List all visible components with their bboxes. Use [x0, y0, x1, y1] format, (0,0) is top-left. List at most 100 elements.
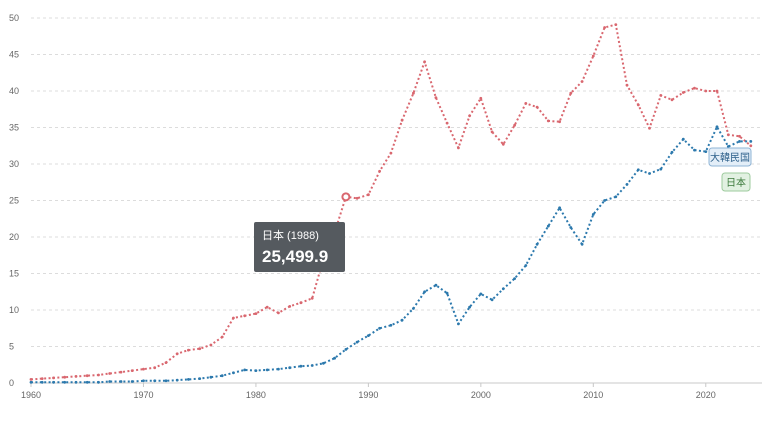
data-point[interactable]	[569, 226, 573, 229]
data-point[interactable]	[164, 361, 168, 364]
data-point[interactable]	[524, 102, 528, 105]
data-point[interactable]	[153, 379, 157, 383]
data-point[interactable]	[40, 377, 44, 380]
data-point[interactable]	[119, 370, 123, 374]
data-point[interactable]	[310, 296, 314, 300]
data-point[interactable]	[142, 367, 145, 371]
data-point[interactable]	[400, 118, 404, 122]
data-point[interactable]	[367, 193, 370, 197]
data-point[interactable]	[457, 146, 460, 150]
data-point[interactable]	[198, 347, 202, 351]
data-point[interactable]	[378, 326, 381, 330]
data-point[interactable]	[636, 168, 640, 172]
data-point[interactable]	[501, 287, 505, 291]
data-point[interactable]	[277, 367, 280, 371]
data-point[interactable]	[175, 352, 179, 356]
data-point[interactable]	[142, 379, 145, 383]
data-point[interactable]	[738, 134, 741, 138]
data-point[interactable]	[648, 172, 651, 175]
data-point[interactable]	[468, 305, 471, 309]
data-point[interactable]	[187, 378, 190, 381]
data-point[interactable]	[681, 91, 685, 94]
data-point[interactable]	[29, 378, 33, 381]
data-point[interactable]	[726, 133, 730, 137]
data-point[interactable]	[175, 378, 179, 382]
data-point[interactable]	[457, 322, 460, 326]
data-point[interactable]	[322, 361, 325, 365]
data-point[interactable]	[63, 375, 67, 379]
data-point[interactable]	[749, 144, 753, 148]
data-point[interactable]	[378, 169, 381, 173]
data-point[interactable]	[164, 379, 168, 383]
data-point[interactable]	[715, 125, 719, 129]
data-point[interactable]	[726, 145, 730, 148]
data-point[interactable]	[74, 375, 78, 378]
data-point[interactable]	[198, 377, 202, 380]
data-point[interactable]	[108, 380, 112, 383]
data-point[interactable]	[445, 121, 449, 125]
data-point[interactable]	[277, 311, 280, 315]
data-point[interactable]	[243, 368, 247, 372]
data-point[interactable]	[670, 98, 674, 102]
data-point[interactable]	[299, 364, 303, 368]
data-point[interactable]	[603, 199, 606, 202]
data-point[interactable]	[40, 380, 44, 384]
data-point[interactable]	[681, 137, 685, 141]
data-point[interactable]	[243, 314, 247, 318]
data-point[interactable]	[153, 366, 157, 370]
data-point[interactable]	[715, 89, 719, 93]
data-point[interactable]	[288, 366, 292, 370]
data-point[interactable]	[614, 23, 618, 26]
data-point[interactable]	[97, 373, 100, 377]
data-point[interactable]	[490, 298, 494, 302]
data-point[interactable]	[412, 91, 415, 95]
data-point[interactable]	[479, 292, 483, 296]
data-point[interactable]	[558, 206, 561, 210]
data-point[interactable]	[52, 376, 55, 380]
data-point[interactable]	[412, 307, 415, 310]
data-point[interactable]	[232, 371, 235, 375]
data-point[interactable]	[220, 374, 224, 378]
highlighted-point[interactable]	[341, 192, 351, 202]
data-point[interactable]	[85, 374, 89, 378]
data-point[interactable]	[389, 323, 393, 327]
data-point[interactable]	[265, 368, 269, 372]
data-point[interactable]	[265, 305, 269, 309]
data-point[interactable]	[569, 91, 573, 95]
data-point[interactable]	[355, 340, 359, 344]
data-point[interactable]	[490, 130, 494, 134]
data-point[interactable]	[648, 126, 651, 130]
data-point[interactable]	[232, 316, 235, 320]
data-point[interactable]	[74, 380, 78, 384]
data-point[interactable]	[367, 334, 370, 337]
data-point[interactable]	[108, 372, 112, 375]
data-point[interactable]	[558, 120, 561, 124]
data-point[interactable]	[333, 356, 336, 360]
data-point[interactable]	[513, 277, 516, 280]
data-point[interactable]	[299, 301, 303, 305]
data-point[interactable]	[580, 80, 584, 83]
data-point[interactable]	[310, 364, 314, 367]
data-point[interactable]	[524, 264, 528, 267]
data-point[interactable]	[693, 148, 696, 152]
data-point[interactable]	[220, 335, 224, 339]
data-point[interactable]	[209, 343, 213, 347]
data-point[interactable]	[580, 242, 584, 246]
data-point[interactable]	[659, 94, 663, 97]
data-point[interactable]	[591, 213, 595, 216]
data-point[interactable]	[749, 140, 753, 143]
data-point[interactable]	[738, 140, 741, 143]
data-point[interactable]	[187, 348, 190, 352]
data-point[interactable]	[130, 380, 134, 383]
data-point[interactable]	[704, 150, 708, 154]
data-point[interactable]	[445, 291, 449, 295]
data-point[interactable]	[130, 369, 134, 372]
data-point[interactable]	[97, 380, 100, 384]
data-point[interactable]	[63, 380, 67, 384]
data-point[interactable]	[704, 89, 708, 93]
data-point[interactable]	[119, 380, 123, 383]
data-point[interactable]	[479, 96, 483, 100]
data-point[interactable]	[423, 60, 426, 64]
data-point[interactable]	[52, 380, 55, 384]
data-point[interactable]	[85, 380, 89, 384]
